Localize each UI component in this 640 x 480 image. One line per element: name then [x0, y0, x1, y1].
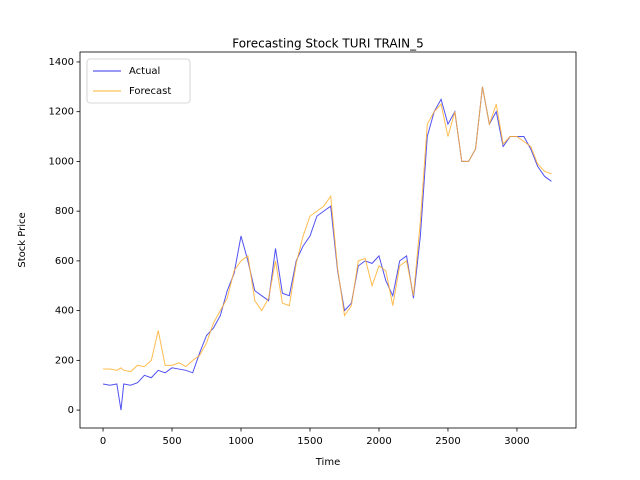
y-tick-label: 800 — [55, 206, 74, 217]
y-tick-label: 0 — [68, 405, 74, 416]
series-line — [103, 86, 552, 373]
x-tick-label: 0 — [100, 436, 106, 447]
x-tick-label: 3000 — [504, 436, 529, 447]
legend-box — [86, 58, 191, 104]
y-tick-label: 1400 — [49, 57, 74, 68]
x-tick-label: 1000 — [228, 436, 253, 447]
y-tick-label: 1200 — [49, 107, 74, 118]
legend-label: Actual — [129, 66, 160, 77]
y-tick-label: 200 — [55, 355, 74, 366]
y-tick-label: 1000 — [49, 156, 74, 167]
x-tick-label: 500 — [162, 436, 181, 447]
y-tick-label: 600 — [55, 256, 74, 267]
x-tick-label: 2000 — [366, 436, 391, 447]
plot-frame — [79, 51, 577, 429]
x-tick-label: 2500 — [435, 436, 460, 447]
x-axis-label: Time — [315, 457, 340, 468]
series-line — [102, 86, 552, 411]
x-tick-label: 1500 — [297, 436, 322, 447]
chart-title: Forecasting Stock TURI TRAIN_5 — [232, 37, 424, 51]
y-axis-label: Stock Price — [17, 212, 28, 267]
y-tick-label: 400 — [55, 306, 74, 317]
legend-label: Forecast — [129, 86, 171, 97]
